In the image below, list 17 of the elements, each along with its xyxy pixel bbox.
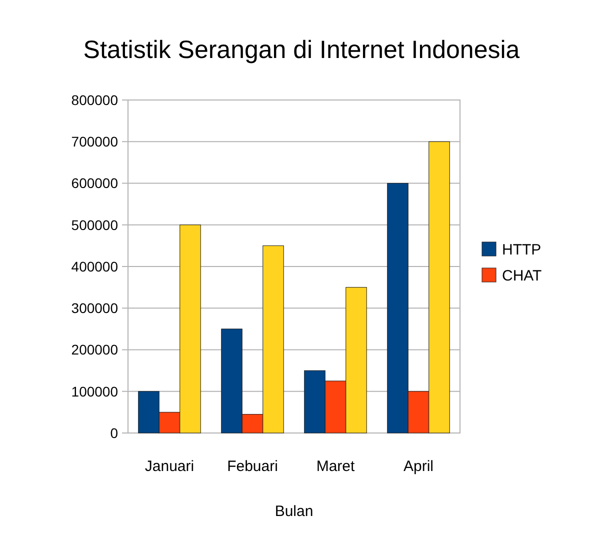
- chart-title: Statistik Serangan di Internet Indonesia: [83, 36, 520, 64]
- x-tick-label: Januari: [144, 458, 194, 475]
- legend-label: HTTP: [502, 241, 542, 258]
- x-axis-title: Bulan: [274, 503, 314, 520]
- y-tick-label: 100000: [71, 383, 118, 400]
- x-tick-label: Maret: [316, 458, 356, 475]
- y-tick-label: 400000: [71, 258, 118, 274]
- legend-label: CHAT: [502, 267, 542, 284]
- y-tick-label: 300000: [71, 300, 118, 316]
- y-tick-label: 700000: [71, 134, 118, 150]
- x-tick-label: Febuari: [227, 458, 278, 475]
- y-tick-label: 800000: [71, 92, 118, 108]
- x-tick-label: April: [403, 458, 434, 475]
- y-tick-label: 0: [110, 424, 118, 441]
- y-tick-label: 200000: [71, 342, 118, 358]
- y-tick-label: 600000: [71, 175, 118, 192]
- y-tick-label: 500000: [71, 216, 118, 233]
